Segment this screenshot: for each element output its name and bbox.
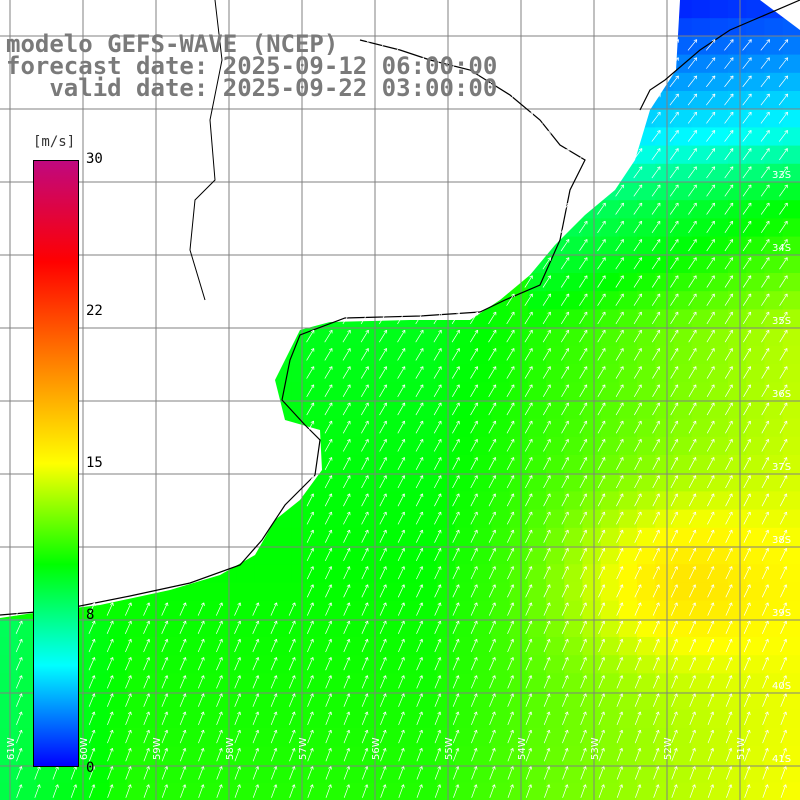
lat-label: 37S xyxy=(772,462,791,473)
title-forecast-date: forecast date: 2025-09-12 06:00:00 xyxy=(6,52,498,80)
lon-label: 58W xyxy=(225,737,236,760)
colorbar-unit: [m/s] xyxy=(33,134,76,150)
lat-label: 40S xyxy=(772,681,791,692)
lon-label: 52W xyxy=(663,737,674,760)
colorbar-tick-22: 22 xyxy=(86,303,103,319)
lon-label: 51W xyxy=(736,737,747,760)
colorbar-tick-30: 30 xyxy=(86,151,103,167)
lon-label: 55W xyxy=(444,737,455,760)
lon-label: 59W xyxy=(152,737,163,760)
title-valid-date: valid date: 2025-09-22 03:00:00 xyxy=(6,74,498,102)
lon-label: 61W xyxy=(6,737,17,760)
lat-label: 33S xyxy=(772,170,791,181)
colorbar-tick-15: 15 xyxy=(86,455,103,471)
lon-label: 60W xyxy=(79,737,90,760)
coastline xyxy=(0,0,800,616)
lon-label: 54W xyxy=(517,737,528,760)
colorbar-tick-0: 0 xyxy=(86,760,95,776)
colorbar xyxy=(33,160,79,767)
lat-label: 41S xyxy=(772,754,791,765)
lon-label: 53W xyxy=(590,737,601,760)
lat-label: 35S xyxy=(772,316,791,327)
wind-arrows xyxy=(15,39,789,798)
latitude-labels: 33S 34S 35S 36S 37S 38S 39S 40S 41S xyxy=(772,170,791,765)
lon-label: 57W xyxy=(298,737,309,760)
colorbar-tick-8: 8 xyxy=(86,607,95,623)
title-model: modelo GEFS-WAVE (NCEP) xyxy=(6,30,339,58)
lat-label: 34S xyxy=(772,243,791,254)
longitude-labels: 61W 60W 59W 58W 57W 56W 55W 54W 53W 52W 51W xyxy=(6,737,747,760)
lat-label: 38S xyxy=(772,535,791,546)
lat-label: 36S xyxy=(772,389,791,400)
lat-label: 39S xyxy=(772,608,791,619)
lon-label: 56W xyxy=(371,737,382,760)
